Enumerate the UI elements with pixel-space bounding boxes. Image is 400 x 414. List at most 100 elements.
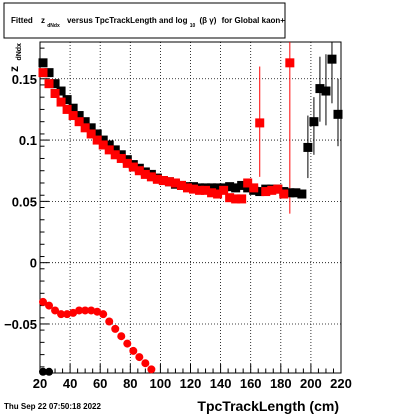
data-point-square <box>182 183 192 193</box>
data-point-circle <box>87 306 96 315</box>
data-point-circle <box>45 367 54 376</box>
data-point-square <box>98 140 108 150</box>
data-point-square <box>98 135 108 145</box>
data-point-square <box>44 79 54 89</box>
data-point-circle <box>105 317 114 326</box>
data-point-square <box>128 162 138 172</box>
data-point-circle <box>141 359 150 368</box>
data-point-square <box>74 111 84 121</box>
data-point-square <box>237 194 247 204</box>
data-point-square <box>68 111 78 121</box>
data-point-circle <box>117 332 126 341</box>
title-beta-gamma: (β γ) <box>200 16 217 25</box>
data-point-square <box>225 182 235 192</box>
x-tick-label: 140 <box>210 376 232 391</box>
data-point-square <box>38 68 48 78</box>
data-point-circle <box>147 365 156 374</box>
data-point-circle <box>81 306 90 315</box>
title-middle: versus TpcTrackLength and log <box>67 16 188 25</box>
data-point-square <box>50 79 60 89</box>
data-point-square <box>38 58 48 68</box>
x-tick-label: 60 <box>93 376 107 391</box>
data-point-square <box>116 153 126 163</box>
data-point-square <box>80 123 90 133</box>
data-point-square <box>122 158 132 168</box>
data-point-square <box>225 193 235 203</box>
data-point-square <box>219 185 229 195</box>
data-point-square <box>213 189 223 199</box>
data-point-square <box>50 88 60 98</box>
data-point-circle <box>57 310 66 319</box>
data-point-square <box>297 189 307 199</box>
y-axis-label: z dNdx <box>5 43 23 72</box>
data-point-square <box>243 183 253 193</box>
x-tick-label: 80 <box>123 376 137 391</box>
x-tick-label: 40 <box>63 376 77 391</box>
y-tick-label: 0.1 <box>19 133 37 148</box>
data-point-square <box>285 58 295 68</box>
data-point-square <box>104 140 114 150</box>
data-point-square <box>267 185 277 195</box>
data-point-square <box>170 178 180 188</box>
data-point-square <box>327 54 337 64</box>
data-point-square <box>104 145 114 155</box>
grid-lines <box>40 42 341 373</box>
x-tick-label: 220 <box>330 376 352 391</box>
data-point-square <box>74 117 84 127</box>
data-point-square <box>333 109 343 119</box>
data-point-square <box>231 183 241 193</box>
data-point-circle <box>51 306 60 315</box>
x-tick-label: 180 <box>270 376 292 391</box>
data-point-square <box>158 176 168 186</box>
data-point-circle <box>111 324 120 333</box>
data-point-circle <box>39 297 48 306</box>
x-axis-label: TpcTrackLength (cm) <box>197 398 339 414</box>
data-point-square <box>207 183 217 193</box>
data-point-square <box>110 145 120 155</box>
data-point-square <box>62 95 72 105</box>
y-tick-label: 0.05 <box>12 194 37 209</box>
data-point-square <box>213 183 223 193</box>
title-log-sub: 10 <box>190 23 196 29</box>
data-point-square <box>237 180 247 190</box>
data-point-circle <box>129 346 138 355</box>
data-point-square <box>249 183 259 193</box>
data-point-square <box>68 103 78 113</box>
x-tick-label: 160 <box>240 376 262 391</box>
y-axis-label-sub: dNdx <box>16 43 23 61</box>
data-point-circle <box>123 339 132 348</box>
data-point-square <box>92 135 102 145</box>
data-point-square <box>261 187 271 197</box>
title-box <box>3 2 286 39</box>
data-point-square <box>195 185 205 195</box>
data-point-square <box>201 185 211 195</box>
data-point-square <box>62 104 72 114</box>
data-point-square <box>321 86 331 96</box>
data-point-circle <box>99 310 108 319</box>
data-point-circle <box>39 367 48 376</box>
data-point-circle <box>93 307 102 316</box>
data-point-square <box>291 188 301 198</box>
data-point-circle <box>63 310 72 319</box>
data-point-square <box>189 184 199 194</box>
data-point-square <box>273 184 283 194</box>
data-point-square <box>86 129 96 139</box>
data-point-square <box>56 97 66 107</box>
x-tick-label: 100 <box>150 376 172 391</box>
data-point-square <box>231 194 241 204</box>
data-point-square <box>303 142 313 152</box>
data-point-square <box>146 172 156 182</box>
y-tick-label: −0.05 <box>4 317 37 332</box>
data-point-circle <box>135 353 144 362</box>
data-point-square <box>285 188 295 198</box>
data-point-square <box>255 118 265 128</box>
data-point-square <box>164 177 174 187</box>
x-tick-label: 20 <box>33 376 47 391</box>
y-tick-label: 0 <box>30 256 37 271</box>
timestamp: Thu Sep 22 07:50:18 2022 <box>4 402 101 411</box>
data-point-square <box>110 150 120 160</box>
data-point-square <box>56 86 66 96</box>
data-point-circle <box>45 301 54 310</box>
title-suffix: for Global kaon+ <box>222 16 286 25</box>
